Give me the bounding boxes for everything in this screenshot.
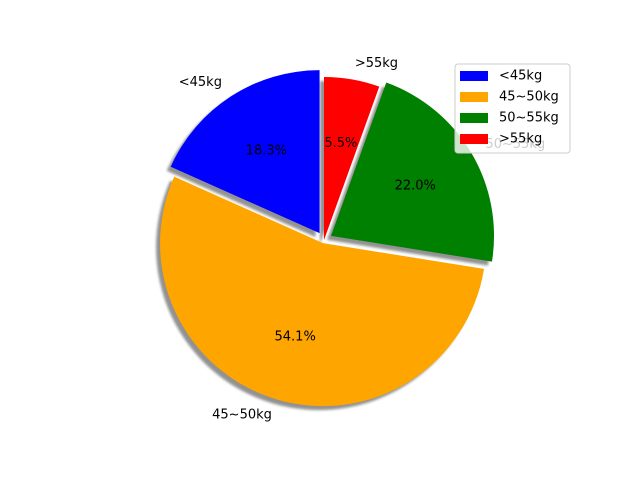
legend-swatch-50-55kg	[460, 113, 488, 123]
legend-swatch-45-50kg	[460, 92, 488, 102]
pie-slices	[160, 70, 495, 407]
pie-labels: 18.3%<45kg54.1%45~50kg22.0%50~55kg5.5%>5…	[179, 56, 545, 423]
pie-slice-45kg	[170, 70, 320, 234]
legend-label-55kg: >55kg	[499, 132, 542, 147]
pie-slice-50-55kg	[331, 82, 495, 262]
legend-label-45kg: <45kg	[499, 69, 542, 84]
pct-label-45kg: 18.3%	[246, 144, 287, 159]
legend-swatch-55kg	[460, 134, 488, 144]
pie-slice-45-50kg	[160, 176, 485, 407]
pct-label-55kg: 5.5%	[324, 136, 357, 151]
pct-label-45-50kg: 54.1%	[275, 329, 316, 344]
category-label-45kg: <45kg	[179, 75, 222, 90]
pie-slice-55kg	[324, 77, 380, 240]
category-label-45-50kg: 45~50kg	[212, 407, 272, 422]
legend-box	[454, 63, 571, 154]
legend-swatch-45kg	[460, 71, 488, 81]
pct-label-50-55kg: 22.0%	[395, 179, 436, 194]
category-label-55kg: >55kg	[355, 56, 398, 71]
legend-label-50-55kg: 50~55kg	[499, 111, 559, 126]
legend: <45kg 45~50kg 50~55kg >55kg	[454, 63, 571, 154]
legend-label-45-50kg: 45~50kg	[499, 90, 559, 105]
